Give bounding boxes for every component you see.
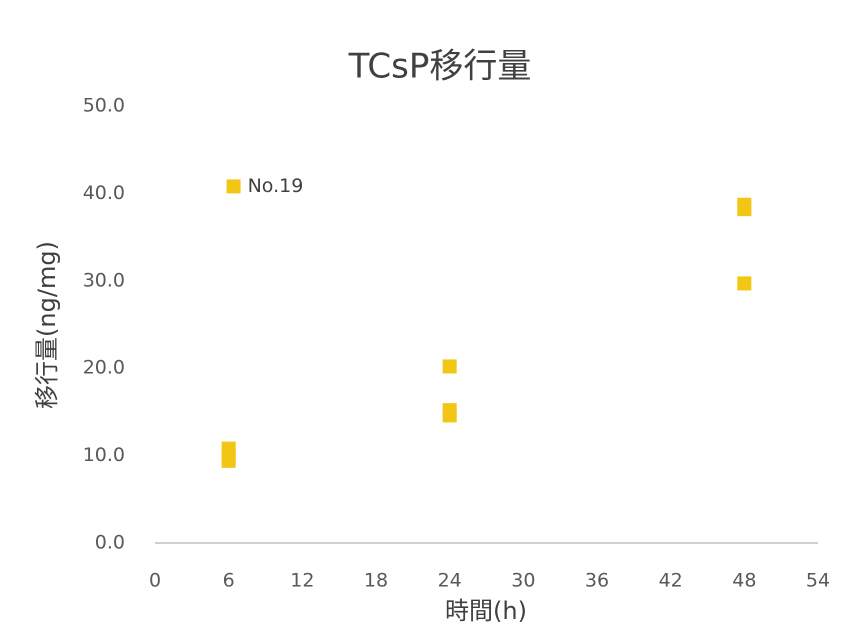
point — [226, 179, 241, 194]
point-label: No.19 — [248, 175, 304, 197]
x-tick-label: 54 — [806, 570, 830, 592]
point — [442, 359, 457, 374]
y-tick-label: 10.0 — [83, 444, 125, 466]
point — [737, 202, 752, 217]
y-tick-label: 40.0 — [83, 182, 125, 204]
x-tick-label: 24 — [438, 570, 462, 592]
x-tick-label: 42 — [659, 570, 683, 592]
x-tick-label: 0 — [149, 570, 161, 592]
x-tick-label: 6 — [223, 570, 235, 592]
x-tick-label: 30 — [511, 570, 535, 592]
x-tick-label: 36 — [585, 570, 609, 592]
y-axis-label: 移行量(ng/mg) — [33, 241, 61, 409]
point — [737, 276, 752, 291]
x-tick-label: 18 — [364, 570, 388, 592]
y-tick-label: 50.0 — [83, 95, 125, 117]
x-tick-label: 12 — [290, 570, 314, 592]
x-tick-label: 48 — [732, 570, 756, 592]
y-tick-label: 20.0 — [83, 357, 125, 379]
point — [221, 453, 236, 468]
point — [442, 408, 457, 423]
x-axis-label: 時間(h) — [445, 597, 527, 625]
chart-title: TCsP移行量 — [348, 47, 532, 87]
y-tick-label: 30.0 — [83, 269, 125, 291]
y-tick-label: 0.0 — [95, 532, 125, 554]
